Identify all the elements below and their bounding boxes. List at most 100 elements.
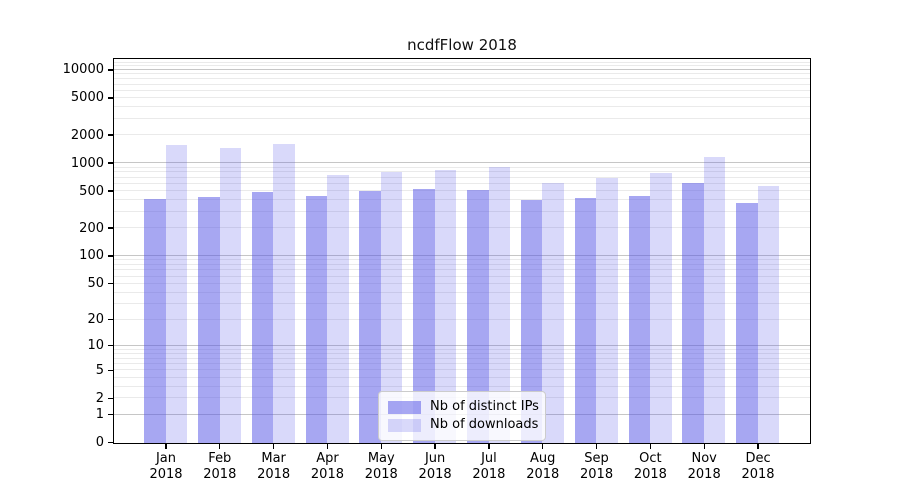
gridline-minor bbox=[114, 117, 810, 119]
gridline-minor bbox=[114, 65, 810, 67]
gridline-minor bbox=[114, 134, 810, 136]
bar-distinct-ips-mar bbox=[251, 192, 274, 443]
gridline-minor bbox=[114, 83, 810, 85]
plot-area bbox=[113, 58, 811, 444]
gridline-minor bbox=[114, 89, 810, 91]
bar-distinct-ips-aug bbox=[520, 200, 543, 443]
bar-downloads-feb bbox=[219, 148, 242, 443]
bar-downloads-may bbox=[380, 172, 403, 443]
x-tick-mark bbox=[542, 444, 544, 449]
gridline-minor bbox=[114, 275, 810, 277]
bar-downloads-oct bbox=[650, 173, 672, 443]
x-tick-mark bbox=[165, 444, 167, 449]
y-tick-label: 200 bbox=[79, 220, 104, 236]
bar-distinct-ips-dec bbox=[736, 203, 758, 443]
bar-distinct-ips-jul bbox=[467, 190, 489, 443]
legend-swatch-icon bbox=[388, 400, 421, 414]
y-tick-label: 10000 bbox=[62, 62, 104, 78]
x-tick-label-jan: Jan 2018 bbox=[149, 451, 183, 482]
legend-item: Nb of downloads bbox=[388, 417, 539, 433]
x-tick-mark bbox=[380, 444, 382, 449]
bar-distinct-ips-nov bbox=[682, 183, 704, 443]
bar-downloads-apr bbox=[327, 175, 349, 443]
bar-downloads-jul bbox=[488, 167, 511, 443]
gridline-minor bbox=[114, 376, 810, 378]
gridline-minor bbox=[114, 166, 810, 168]
bar-distinct-ips-jan bbox=[144, 199, 166, 443]
bar-distinct-ips-may bbox=[359, 191, 381, 443]
gridline-major bbox=[114, 69, 810, 71]
x-tick-label-jul: Jul 2018 bbox=[472, 451, 506, 482]
y-tick-label: 1000 bbox=[70, 155, 104, 171]
gridline-minor bbox=[114, 259, 810, 261]
bar-distinct-ips-feb bbox=[198, 197, 220, 443]
gridline-minor bbox=[114, 352, 810, 354]
legend-swatch-icon bbox=[388, 418, 421, 432]
gridline-minor bbox=[114, 61, 810, 63]
gridline-minor bbox=[114, 282, 810, 284]
x-tick-mark bbox=[649, 444, 652, 449]
y-tick-label: 1 bbox=[95, 407, 104, 423]
x-tick-label-mar: Mar 2018 bbox=[257, 451, 291, 482]
y-tick-label: 5 bbox=[95, 362, 104, 378]
gridline-minor bbox=[114, 363, 810, 365]
x-tick-mark bbox=[219, 444, 221, 449]
y-tick-label: 0 bbox=[95, 435, 104, 451]
bar-distinct-ips-sep bbox=[574, 198, 597, 443]
bar-distinct-ips-apr bbox=[305, 195, 328, 443]
y-tick-label: 10 bbox=[87, 338, 104, 354]
chart-title: ncdfFlow 2018 bbox=[407, 36, 517, 54]
x-tick-label-oct: Oct 2018 bbox=[633, 451, 667, 482]
x-tick-label-aug: Aug 2018 bbox=[526, 451, 560, 482]
x-tick-label-apr: Apr 2018 bbox=[310, 451, 344, 482]
x-tick-mark bbox=[434, 444, 436, 449]
gridline-minor bbox=[114, 106, 810, 108]
legend-item: Nb of distinct IPs bbox=[388, 399, 539, 415]
x-tick-mark bbox=[488, 444, 490, 449]
x-tick-label-nov: Nov 2018 bbox=[687, 451, 721, 482]
gridline-minor bbox=[114, 190, 810, 192]
x-tick-label-dec: Dec 2018 bbox=[741, 451, 775, 482]
gridline-major bbox=[114, 162, 810, 164]
gridline-minor bbox=[114, 357, 810, 359]
bar-downloads-jun bbox=[434, 170, 457, 443]
gridline-minor bbox=[114, 73, 810, 75]
legend-label: Nb of downloads bbox=[430, 417, 539, 432]
x-tick-mark bbox=[703, 444, 705, 449]
bar-downloads-nov bbox=[703, 157, 726, 443]
x-tick-mark bbox=[757, 444, 759, 449]
gridline-minor bbox=[114, 78, 810, 80]
x-tick-mark bbox=[595, 444, 598, 449]
gridline-minor bbox=[114, 318, 810, 320]
bar-downloads-dec bbox=[757, 185, 780, 443]
x-tick-mark bbox=[326, 444, 329, 449]
legend-label: Nb of distinct IPs bbox=[430, 399, 539, 414]
gridline-major bbox=[114, 255, 810, 257]
gridline-minor bbox=[114, 176, 810, 178]
y-tick-label: 2000 bbox=[70, 127, 104, 143]
gridline-minor bbox=[114, 171, 810, 173]
gridline-minor bbox=[114, 385, 810, 387]
gridline-minor bbox=[114, 199, 810, 201]
bar-downloads-mar bbox=[273, 144, 295, 443]
y-tick-label: 20 bbox=[87, 311, 104, 327]
y-tick-label: 2 bbox=[95, 390, 104, 406]
x-tick-label-jun: Jun 2018 bbox=[418, 451, 452, 482]
y-tick-label: 100 bbox=[79, 248, 104, 264]
gridline-minor bbox=[114, 269, 810, 271]
gridline-minor bbox=[114, 97, 810, 99]
x-tick-label-may: May 2018 bbox=[364, 451, 398, 482]
bar-downloads-aug bbox=[542, 183, 564, 443]
bar-downloads-jan bbox=[165, 145, 188, 443]
legend: Nb of distinct IPs Nb of downloads bbox=[378, 391, 546, 441]
gridline-major bbox=[114, 344, 810, 346]
gridline-minor bbox=[114, 227, 810, 229]
bar-downloads-sep bbox=[596, 178, 618, 443]
y-tick-label: 5000 bbox=[70, 90, 104, 106]
x-tick-label-feb: Feb 2018 bbox=[203, 451, 237, 482]
x-tick-mark bbox=[272, 444, 275, 449]
y-tick-label: 500 bbox=[79, 183, 104, 199]
gridline-minor bbox=[114, 264, 810, 266]
bar-distinct-ips-oct bbox=[628, 195, 651, 443]
